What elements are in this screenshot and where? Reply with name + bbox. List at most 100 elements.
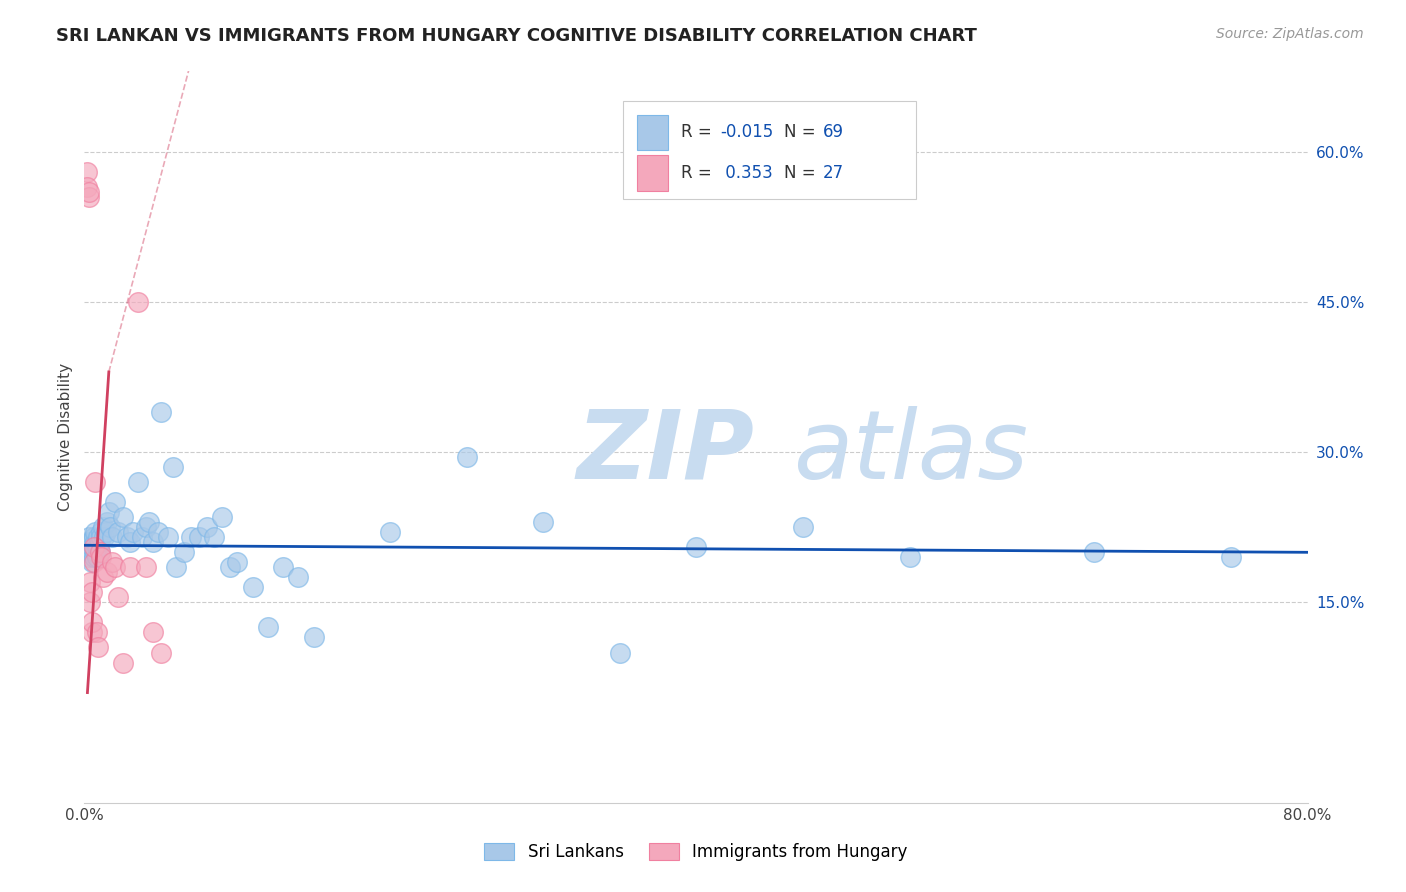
Point [77,550,100,565]
Point [456,450,478,464]
Point [80,535,103,549]
Point [79,575,101,590]
Point [898,550,921,565]
Y-axis label: Cognitive Disability: Cognitive Disability [58,363,73,511]
Point [1220,550,1243,565]
Point [107,525,129,540]
Point [122,525,145,540]
Point [111,510,134,524]
Text: Source: ZipAtlas.com: Source: ZipAtlas.com [1216,27,1364,41]
Point [84,525,107,540]
Point [131,530,153,544]
Text: -0.015: -0.015 [720,123,773,141]
Point [101,530,124,544]
Point [77,189,100,203]
Point [83,530,105,544]
Point [97,505,120,519]
Point [76,164,98,178]
Point [87,530,110,544]
Point [94,525,117,540]
Point [77,185,100,199]
Point [104,560,127,574]
Point [149,646,172,660]
Point [79,595,101,609]
Point [111,656,134,670]
Point [138,515,160,529]
Point [115,530,138,544]
Point [380,525,402,540]
Point [83,550,105,565]
Point [83,541,105,555]
Point [90,530,112,544]
Point [180,530,202,544]
Point [1083,545,1105,559]
Point [84,535,107,549]
Legend: Sri Lankans, Immigrants from Hungary: Sri Lankans, Immigrants from Hungary [478,836,914,868]
Text: 69: 69 [823,123,844,141]
Point [76,179,98,194]
Point [101,555,124,569]
Point [242,580,264,594]
Point [83,541,105,555]
Point [80,615,103,630]
Point [149,405,172,419]
Point [142,625,165,640]
Point [157,530,180,544]
Text: R =: R = [682,164,717,182]
Point [135,560,157,574]
Point [302,631,325,645]
Point [84,475,107,490]
Point [685,541,707,555]
Point [84,545,107,559]
Point [96,515,118,529]
Point [792,520,814,534]
Point [89,535,111,549]
Point [165,560,187,574]
Text: SRI LANKAN VS IMMIGRANTS FROM HUNGARY COGNITIVE DISABILITY CORRELATION CHART: SRI LANKAN VS IMMIGRANTS FROM HUNGARY CO… [56,27,977,45]
Point [87,640,110,655]
Point [218,560,240,574]
Text: ZIP: ZIP [576,406,755,499]
FancyBboxPatch shape [637,155,668,191]
Point [120,560,142,574]
Point [202,530,225,544]
Point [86,625,108,640]
Point [80,585,103,599]
Point [162,460,184,475]
Point [257,620,280,634]
Point [135,520,157,534]
Point [80,555,103,569]
Point [86,535,108,549]
Point [120,535,142,549]
Point [80,625,103,640]
Point [107,591,129,605]
Text: N =: N = [785,164,821,182]
Point [93,530,115,544]
Point [96,566,118,580]
Text: N =: N = [785,123,821,141]
Point [90,525,112,540]
Point [90,550,112,565]
Text: atlas: atlas [793,406,1028,499]
Point [127,475,149,490]
Point [173,545,195,559]
Point [80,541,103,555]
Point [531,515,554,529]
FancyBboxPatch shape [623,101,917,200]
Point [79,535,101,549]
Text: 27: 27 [823,164,845,182]
Point [83,555,105,569]
Point [76,535,98,549]
Point [226,555,249,569]
Point [76,545,98,559]
Point [142,535,165,549]
Point [271,560,294,574]
Point [609,646,631,660]
Point [98,520,121,534]
Point [211,510,233,524]
Point [287,570,309,584]
FancyBboxPatch shape [637,114,668,150]
Point [188,530,211,544]
Text: 0.353: 0.353 [720,164,773,182]
Point [79,545,101,559]
